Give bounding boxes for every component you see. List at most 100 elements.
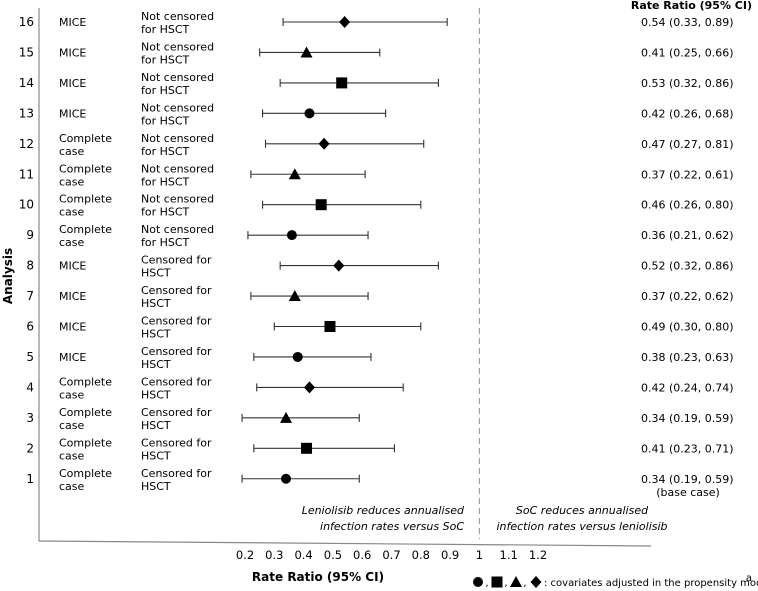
row-number: 6 — [26, 320, 34, 334]
row-censoring: Censored for — [141, 345, 212, 358]
row-number: 12 — [19, 137, 34, 151]
row-method: MICE — [59, 351, 86, 364]
row-number: 5 — [26, 350, 34, 364]
y-axis-title: Analysis — [1, 248, 15, 304]
row-method: MICE — [59, 107, 86, 120]
row-method: Complete — [59, 162, 112, 175]
row-method: case — [59, 175, 85, 188]
x-tick-label: 0.8 — [412, 548, 430, 562]
row-censoring: Not censored — [141, 10, 214, 23]
rate-ratio-value: 0.37 (0.22, 0.62) — [641, 290, 734, 303]
row-method: Complete — [59, 193, 112, 206]
rate-ratio-value: 0.42 (0.26, 0.68) — [641, 107, 734, 120]
point-estimate-square — [315, 199, 327, 211]
legend-separator: , — [523, 578, 526, 589]
row-number: 9 — [26, 228, 34, 242]
x-tick-label: 0.9 — [441, 548, 459, 562]
row-censoring: Not censored — [141, 101, 214, 114]
x-tick-label: 1.2 — [529, 548, 547, 562]
row-method: Complete — [59, 406, 112, 419]
rate-ratio-value: 0.34 (0.19, 0.59) — [641, 473, 734, 486]
x-tick-label: 1 — [476, 548, 483, 562]
row-censoring: Not censored — [141, 132, 214, 145]
rate-ratio-value: 0.47 (0.27, 0.81) — [641, 138, 734, 151]
row-method: case — [59, 480, 85, 493]
rate-ratio-value: 0.41 (0.25, 0.66) — [641, 46, 734, 59]
x-tick-label: 0.7 — [382, 548, 400, 562]
row-censoring: Censored for — [141, 467, 212, 480]
legend-diamond-symbol — [530, 576, 542, 588]
rate-ratio-value: 0.37 (0.22, 0.61) — [641, 168, 734, 181]
point-estimate-triangle — [288, 290, 301, 302]
x-axis-title: Rate Ratio (95% CI) — [252, 570, 384, 584]
row-method: Complete — [59, 467, 112, 480]
rate-ratio-value: 0.46 (0.26, 0.80) — [641, 199, 734, 212]
row-censoring: HSCT — [141, 267, 171, 280]
row-number: 7 — [26, 289, 34, 303]
legend-square-symbol — [491, 576, 503, 588]
point-estimate-triangle — [288, 168, 301, 180]
row-censoring: for HSCT — [141, 53, 190, 66]
legend-triangle-symbol — [510, 576, 522, 587]
row-censoring: HSCT — [141, 297, 171, 310]
point-estimate-square — [336, 77, 348, 89]
row-method: MICE — [59, 321, 86, 334]
row-censoring: for HSCT — [141, 84, 190, 97]
x-tick-label: 0.5 — [324, 548, 342, 562]
row-method: MICE — [59, 260, 86, 273]
rate-ratio-value: 0.38 (0.23, 0.63) — [641, 351, 734, 364]
row-method: MICE — [59, 46, 86, 59]
row-censoring: HSCT — [141, 449, 171, 462]
point-estimate-diamond — [303, 381, 315, 394]
base-case-note: (base case) — [656, 486, 720, 499]
row-number: 10 — [19, 198, 34, 212]
row-method: Complete — [59, 375, 112, 388]
rate-ratio-value: 0.34 (0.19, 0.59) — [641, 412, 734, 425]
rate-ratio-value: 0.42 (0.24, 0.74) — [641, 381, 734, 394]
row-number: 16 — [19, 15, 34, 29]
x-tick-label: 0.2 — [236, 548, 254, 562]
row-censoring: Censored for — [141, 436, 212, 449]
legend-superscript: a — [746, 573, 752, 584]
legend-separator: , — [504, 578, 507, 589]
row-censoring: Not censored — [141, 193, 214, 206]
row-censoring: Not censored — [141, 162, 214, 175]
row-number: 8 — [26, 259, 34, 273]
row-method: case — [59, 419, 85, 432]
rate-ratio-value: 0.53 (0.32, 0.86) — [641, 77, 734, 90]
point-estimate-triangle — [280, 411, 293, 423]
row-censoring: Not censored — [141, 223, 214, 236]
row-number: 15 — [19, 45, 34, 59]
rate-ratio-value: 0.52 (0.32, 0.86) — [641, 260, 734, 273]
row-censoring: Not censored — [141, 71, 214, 84]
point-estimate-diamond — [318, 137, 330, 150]
legend-text: : covariates adjusted in the propensity … — [544, 578, 758, 589]
x-tick-label: 1.1 — [500, 548, 518, 562]
legend-separator: , — [485, 578, 488, 589]
point-estimate-triangle — [300, 46, 313, 58]
row-censoring: Censored for — [141, 375, 212, 388]
point-estimate-diamond — [339, 16, 351, 28]
row-number: 2 — [26, 441, 34, 455]
point-estimate-square — [324, 321, 336, 332]
row-censoring: HSCT — [141, 328, 171, 341]
row-censoring: Censored for — [141, 315, 212, 328]
row-censoring: HSCT — [141, 358, 171, 371]
annotation-right: SoC reduces annualised — [516, 504, 649, 517]
row-censoring: Censored for — [141, 284, 212, 297]
row-censoring: for HSCT — [141, 175, 190, 188]
row-number: 4 — [26, 380, 34, 394]
row-number: 14 — [19, 76, 34, 90]
row-method: case — [59, 145, 85, 158]
row-censoring: for HSCT — [141, 236, 190, 249]
row-number: 11 — [19, 167, 34, 181]
point-estimate-circle — [281, 473, 292, 484]
x-axis-line — [38, 540, 652, 547]
row-number: 3 — [26, 411, 34, 425]
row-method: MICE — [59, 290, 86, 303]
row-censoring: HSCT — [141, 419, 171, 432]
row-censoring: HSCT — [141, 480, 171, 493]
rate-ratio-header: Rate Ratio (95% CI) — [631, 0, 752, 12]
point-estimate-circle — [292, 351, 303, 362]
